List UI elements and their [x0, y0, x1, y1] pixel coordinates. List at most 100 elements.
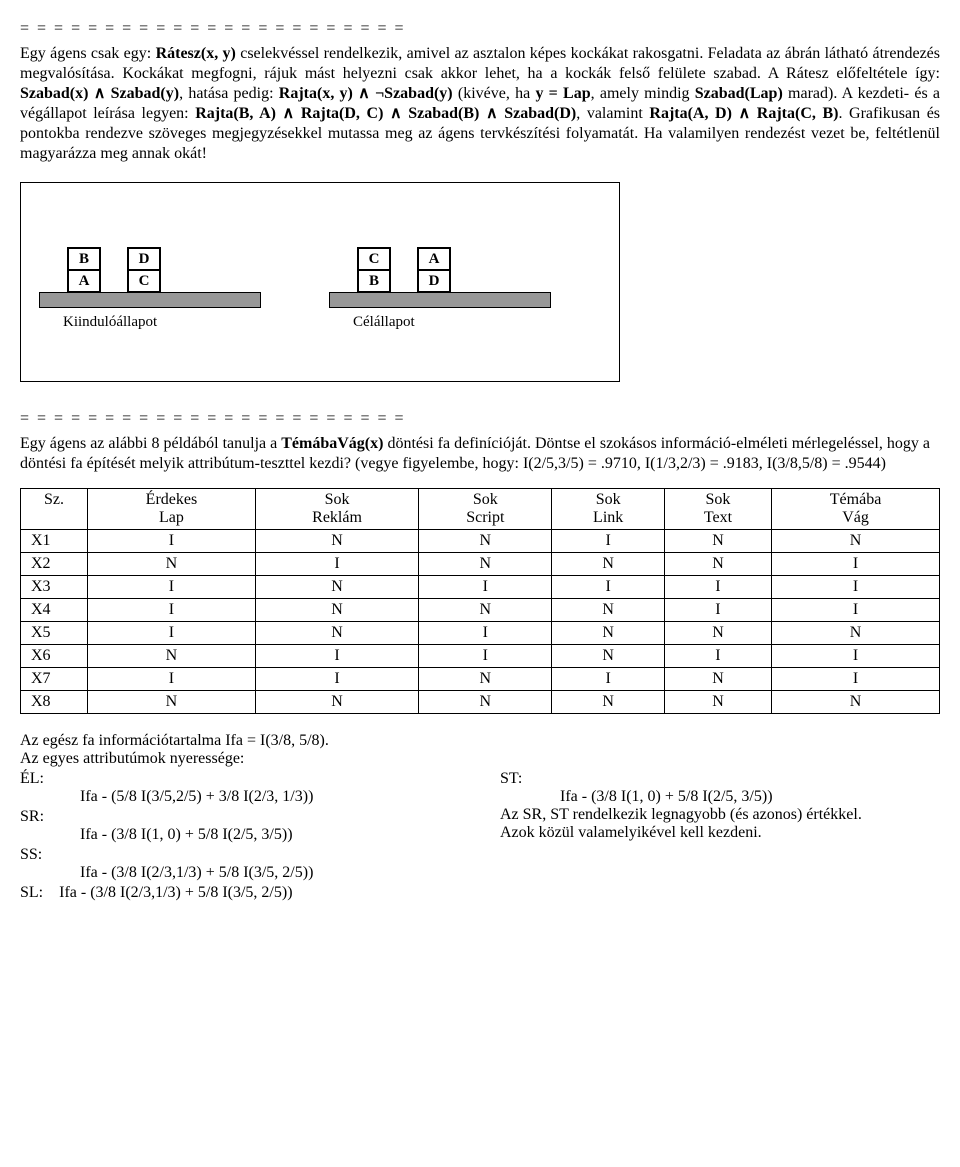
gain-conclusion-1: Az SR, ST rendelkezik legnagyobb (és azo… — [500, 806, 940, 824]
table-cell: I — [772, 599, 940, 622]
gain-intro-2: Az egyes attributúmok nyeressége: — [20, 750, 940, 768]
blocks-diagram: B A D C Kiindulóállapot C B A D — [20, 182, 620, 382]
table-cell: N — [664, 553, 771, 576]
block: A — [417, 247, 451, 271]
table-cell: I — [419, 622, 552, 645]
table-cell: N — [419, 553, 552, 576]
table-cell: I — [664, 576, 771, 599]
p1-b2: Szabad(x) ∧ Szabad(y) — [20, 85, 179, 102]
table-cell: I — [772, 553, 940, 576]
table-cell: N — [664, 691, 771, 714]
p2-t1: Egy ágens az alábbi 8 példából tanulja a — [20, 435, 281, 452]
p1-b7: Rajta(A, D) ∧ Rajta(C, B) — [649, 105, 838, 122]
table-header: TémábaVág — [772, 489, 940, 530]
gain-sl-value: Ifa - (3/8 I(2/3,1/3) + 5/8 I(3/5, 2/5)) — [59, 884, 292, 901]
table-cell: X1 — [21, 530, 88, 553]
start-scene: B A D C Kiindulóállapot — [39, 247, 259, 331]
table-cell: N — [419, 599, 552, 622]
table-cell: I — [772, 645, 940, 668]
table-cell: X5 — [21, 622, 88, 645]
table-cell: N — [552, 691, 664, 714]
table-row: X8NNNNNN — [21, 691, 940, 714]
p1-b3: Rajta(x, y) ∧ ¬Szabad(y) — [279, 85, 453, 102]
table-cell: N — [772, 622, 940, 645]
gain-el-label: ÉL: — [20, 770, 460, 788]
table-cell: X7 — [21, 668, 88, 691]
p1-b5: Szabad(Lap) — [695, 85, 783, 102]
table-row: X1INNINN — [21, 530, 940, 553]
table-cell: X2 — [21, 553, 88, 576]
p1-t1: Egy ágens csak egy: — [20, 45, 156, 62]
table-cell: I — [88, 622, 256, 645]
table-row: X2NINNNI — [21, 553, 940, 576]
table-cell: I — [88, 576, 256, 599]
table-cell: N — [772, 530, 940, 553]
p2-b1: TémábaVág(x) — [281, 435, 383, 452]
block: B — [357, 269, 391, 293]
table-row: X4INNNII — [21, 599, 940, 622]
block: B — [67, 247, 101, 271]
table-cell: I — [88, 668, 256, 691]
p1-b4: y = Lap — [535, 85, 590, 102]
gain-st-label: ST: — [500, 770, 940, 788]
table-row: X7IININI — [21, 668, 940, 691]
platform — [329, 292, 551, 308]
block: D — [127, 247, 161, 271]
block: A — [67, 269, 101, 293]
table-cell: I — [255, 668, 418, 691]
table-header: Sz. — [21, 489, 88, 530]
separator-2: = = = = = = = = = = = = = = = = = = = = … — [20, 410, 940, 428]
table-header: SokReklám — [255, 489, 418, 530]
p1-t5: , amely mindig — [591, 85, 695, 102]
table-cell: N — [552, 599, 664, 622]
gain-st-value: Ifa - (3/8 I(1, 0) + 5/8 I(2/5, 3/5)) — [500, 788, 940, 806]
table-cell: N — [255, 622, 418, 645]
table-cell: I — [552, 576, 664, 599]
problem-1-text: Egy ágens csak egy: Rátesz(x, y) cselekv… — [20, 44, 940, 164]
table-cell: X3 — [21, 576, 88, 599]
table-cell: I — [255, 645, 418, 668]
gain-sr-value: Ifa - (3/8 I(1, 0) + 5/8 I(2/5, 3/5)) — [20, 826, 460, 844]
table-cell: I — [552, 668, 664, 691]
table-cell: I — [419, 645, 552, 668]
table-row: X3INIIII — [21, 576, 940, 599]
table-cell: N — [419, 691, 552, 714]
table-cell: N — [88, 691, 256, 714]
table-cell: N — [419, 668, 552, 691]
examples-table: Sz.ÉrdekesLapSokReklámSokScriptSokLinkSo… — [20, 488, 940, 714]
table-cell: I — [772, 576, 940, 599]
table-cell: X8 — [21, 691, 88, 714]
table-cell: N — [255, 530, 418, 553]
gain-ss-value: Ifa - (3/8 I(2/3,1/3) + 5/8 I(3/5, 2/5)) — [20, 864, 460, 882]
gain-ss-label: SS: — [20, 846, 460, 864]
gain-sl-label: SL: Ifa - (3/8 I(2/3,1/3) + 5/8 I(3/5, 2… — [20, 884, 460, 902]
p1-b6: Rajta(B, A) ∧ Rajta(D, C) ∧ Szabad(B) ∧ … — [195, 105, 576, 122]
gain-intro-1: Az egész fa információtartalma Ifa = I(3… — [20, 732, 940, 750]
p1-t7: , valamint — [576, 105, 649, 122]
block: C — [127, 269, 161, 293]
table-row: X5ININNN — [21, 622, 940, 645]
table-cell: I — [419, 576, 552, 599]
table-cell: I — [255, 553, 418, 576]
table-cell: N — [88, 553, 256, 576]
table-cell: N — [88, 645, 256, 668]
table-row: X6NIINII — [21, 645, 940, 668]
gain-sl-lbl: SL: — [20, 884, 43, 901]
goal-label: Célállapot — [329, 314, 549, 331]
gain-el-value: Ifa - (5/8 I(3/5,2/5) + 3/8 I(2/3, 1/3)) — [20, 788, 460, 806]
table-cell: N — [664, 530, 771, 553]
table-header: ÉrdekesLap — [88, 489, 256, 530]
table-cell: I — [772, 668, 940, 691]
block: D — [417, 269, 451, 293]
problem-2-text: Egy ágens az alábbi 8 példából tanulja a… — [20, 434, 940, 474]
p1-t4: (kivéve, ha — [453, 85, 536, 102]
table-cell: N — [664, 622, 771, 645]
table-cell: N — [255, 599, 418, 622]
table-cell: N — [552, 622, 664, 645]
table-cell: N — [772, 691, 940, 714]
table-header: SokScript — [419, 489, 552, 530]
gain-columns: ÉL: Ifa - (5/8 I(3/5,2/5) + 3/8 I(2/3, 1… — [20, 768, 940, 902]
table-cell: I — [664, 645, 771, 668]
start-label: Kiindulóállapot — [39, 314, 259, 331]
table-cell: I — [664, 599, 771, 622]
